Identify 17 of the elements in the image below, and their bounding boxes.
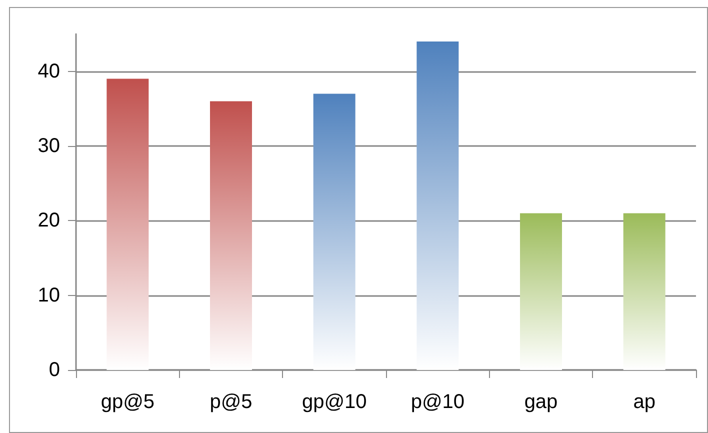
bar [106,78,149,370]
bar [623,213,666,370]
x-tick-label: gp@10 [302,391,367,413]
y-tick-label: 20 [38,210,60,232]
y-tick-label: 10 [38,284,60,306]
bar [520,213,562,370]
x-tick-label: ap [633,391,656,413]
y-tick-label: 30 [38,135,60,157]
bar [210,101,252,370]
y-tick-label: 40 [38,60,60,82]
x-tick-label: gp@5 [100,391,155,413]
x-tick-label: gap [524,391,558,413]
x-tick-label: p@10 [410,391,465,413]
bar [313,94,356,370]
y-tick-label: 0 [48,359,60,381]
x-tick-label: p@5 [210,391,252,413]
bar [416,41,459,370]
